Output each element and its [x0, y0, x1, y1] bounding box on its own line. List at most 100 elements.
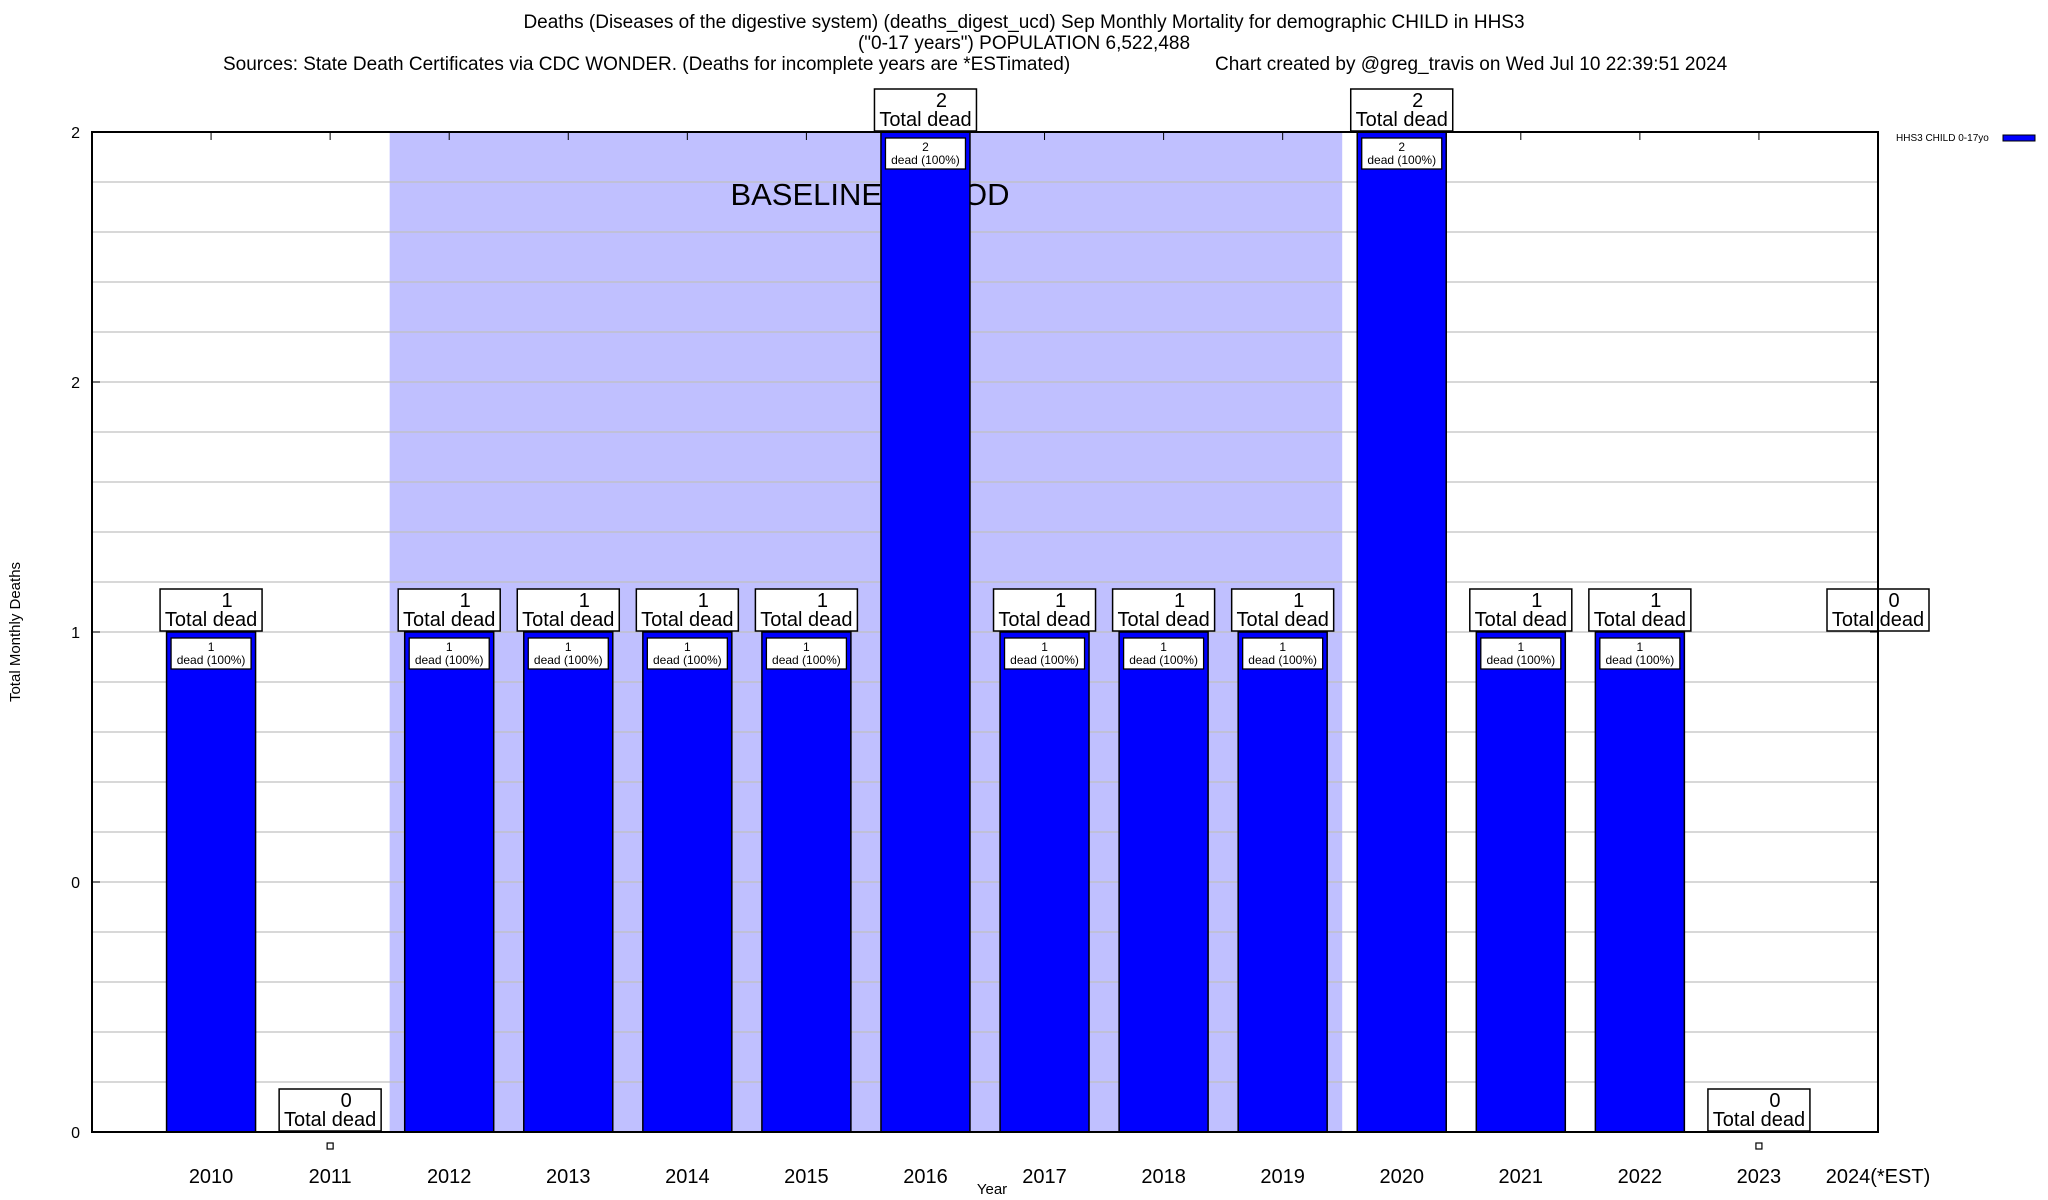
- x-tick-label: 2022: [1618, 1166, 1663, 1188]
- total-label-box: [1230, 588, 1335, 632]
- total-label-text: Total dead: [760, 609, 852, 631]
- bar-label-box: [170, 637, 252, 670]
- bar-label-text: dead (100%): [177, 653, 246, 667]
- y-axis-title: Total Monthly Deaths: [7, 562, 24, 702]
- total-label-text: Total dead: [641, 609, 733, 631]
- bar-label-box: [408, 637, 490, 670]
- bar: [1594, 631, 1686, 1133]
- total-label-box: [1588, 588, 1692, 632]
- x-tick-label: 2019: [1260, 1166, 1305, 1188]
- zero-marker: [1755, 1142, 1763, 1150]
- total-label-count: 0: [1888, 590, 1899, 612]
- bar: [1118, 631, 1209, 1133]
- total-label-count: 1: [1531, 590, 1542, 612]
- total-label-count: 1: [460, 590, 471, 612]
- total-label-box: [754, 588, 859, 632]
- total-label-text: Total dead: [1594, 609, 1686, 631]
- bar-label-count: 1: [208, 640, 215, 654]
- total-label-text: Total dead: [1117, 609, 1209, 631]
- total-label-count: 2: [936, 90, 947, 112]
- x-tick-label: 2024(*EST): [1826, 1166, 1931, 1188]
- bar-label-text: dead (100%): [891, 153, 960, 167]
- total-label-box: [1469, 588, 1573, 632]
- total-label-count: 1: [1293, 590, 1304, 612]
- total-label-text: Total dead: [403, 609, 495, 631]
- bar-label-count: 1: [803, 640, 810, 654]
- legend-label: HHS3 CHILD 0-17yo: [1896, 133, 1989, 144]
- total-label-text: Total dead: [879, 109, 971, 131]
- total-label-count: 1: [698, 590, 709, 612]
- bar-label-box: [1003, 637, 1086, 670]
- bar: [880, 131, 971, 1133]
- total-label-count: 0: [1769, 1090, 1780, 1112]
- x-tick-label: 2014: [665, 1166, 710, 1188]
- bar-label-box: [884, 137, 967, 170]
- legend-swatch: [2002, 134, 2036, 142]
- bar-label-count: 1: [1637, 640, 1644, 654]
- bar: [1356, 131, 1447, 1133]
- x-tick-label: 2020: [1379, 1166, 1424, 1188]
- x-tick-label: 2021: [1499, 1166, 1544, 1188]
- total-label-text: Total dead: [1475, 609, 1567, 631]
- y-tick-label: 1: [71, 625, 80, 642]
- total-label-text: Total dead: [165, 609, 257, 631]
- bar-label-box: [1480, 637, 1562, 670]
- bar: [1475, 631, 1567, 1133]
- bar: [999, 631, 1090, 1133]
- total-label-count: 1: [579, 590, 590, 612]
- bar-label-text: dead (100%): [415, 653, 484, 667]
- bar-label-box: [1122, 637, 1205, 670]
- bar: [523, 631, 614, 1133]
- x-tick-label: 2023: [1737, 1166, 1782, 1188]
- bar: [165, 631, 257, 1133]
- bar-label-text: dead (100%): [1367, 153, 1436, 167]
- bar-label-box: [765, 637, 848, 670]
- y-tick-label: 2: [71, 125, 80, 142]
- zero-marker: [326, 1142, 334, 1150]
- total-label-box: [516, 588, 621, 632]
- bar-label-box: [1599, 637, 1681, 670]
- x-tick-label: 2013: [546, 1166, 591, 1188]
- total-label-box: [1111, 588, 1216, 632]
- x-tick-label: 2016: [903, 1166, 948, 1188]
- bar: [403, 631, 495, 1133]
- bar: [1237, 631, 1328, 1133]
- x-tick-label: 2018: [1141, 1166, 1186, 1188]
- bar-label-box: [1242, 637, 1324, 670]
- total-label-box: [992, 588, 1097, 632]
- total-label-box: [397, 588, 501, 632]
- total-label-count: 2: [1412, 90, 1423, 112]
- bar-label-text: dead (100%): [1486, 653, 1555, 667]
- total-label-count: 1: [1174, 590, 1185, 612]
- bar-label-box: [646, 637, 728, 670]
- bar-label-count: 1: [684, 640, 691, 654]
- total-label-box: [635, 588, 740, 632]
- bar-label-box: [1361, 137, 1443, 170]
- x-tick-label: 2017: [1022, 1166, 1067, 1188]
- bar: [642, 631, 733, 1133]
- bar-label-text: dead (100%): [1010, 653, 1079, 667]
- total-label-box: [873, 88, 978, 132]
- chart-credit: Chart created by @greg_travis on Wed Jul…: [1215, 54, 1728, 75]
- bar: [761, 631, 852, 1133]
- total-label-text: Total dead: [1237, 609, 1329, 631]
- y-tick-label: 0: [71, 1125, 80, 1142]
- bar-label-count: 1: [1517, 640, 1524, 654]
- total-label-count: 1: [1650, 590, 1661, 612]
- total-label-text: Total dead: [1356, 109, 1448, 131]
- total-label-box: [1349, 88, 1454, 132]
- bar-label-count: 2: [1398, 140, 1405, 154]
- bar-label-text: dead (100%): [534, 653, 603, 667]
- x-tick-label: 2015: [784, 1166, 829, 1188]
- y-tick-label: 2: [71, 375, 80, 392]
- bar-label-text: dead (100%): [1606, 653, 1675, 667]
- total-label-count: 1: [222, 590, 233, 612]
- total-label-text: Total dead: [522, 609, 614, 631]
- bar-label-text: dead (100%): [772, 653, 841, 667]
- chart-sources: Sources: State Death Certificates via CD…: [223, 54, 1071, 75]
- chart-title: Deaths (Diseases of the digestive system…: [523, 12, 1525, 33]
- bar-label-count: 1: [1041, 640, 1048, 654]
- bar-label-text: dead (100%): [1248, 653, 1317, 667]
- bar-label-text: dead (100%): [653, 653, 722, 667]
